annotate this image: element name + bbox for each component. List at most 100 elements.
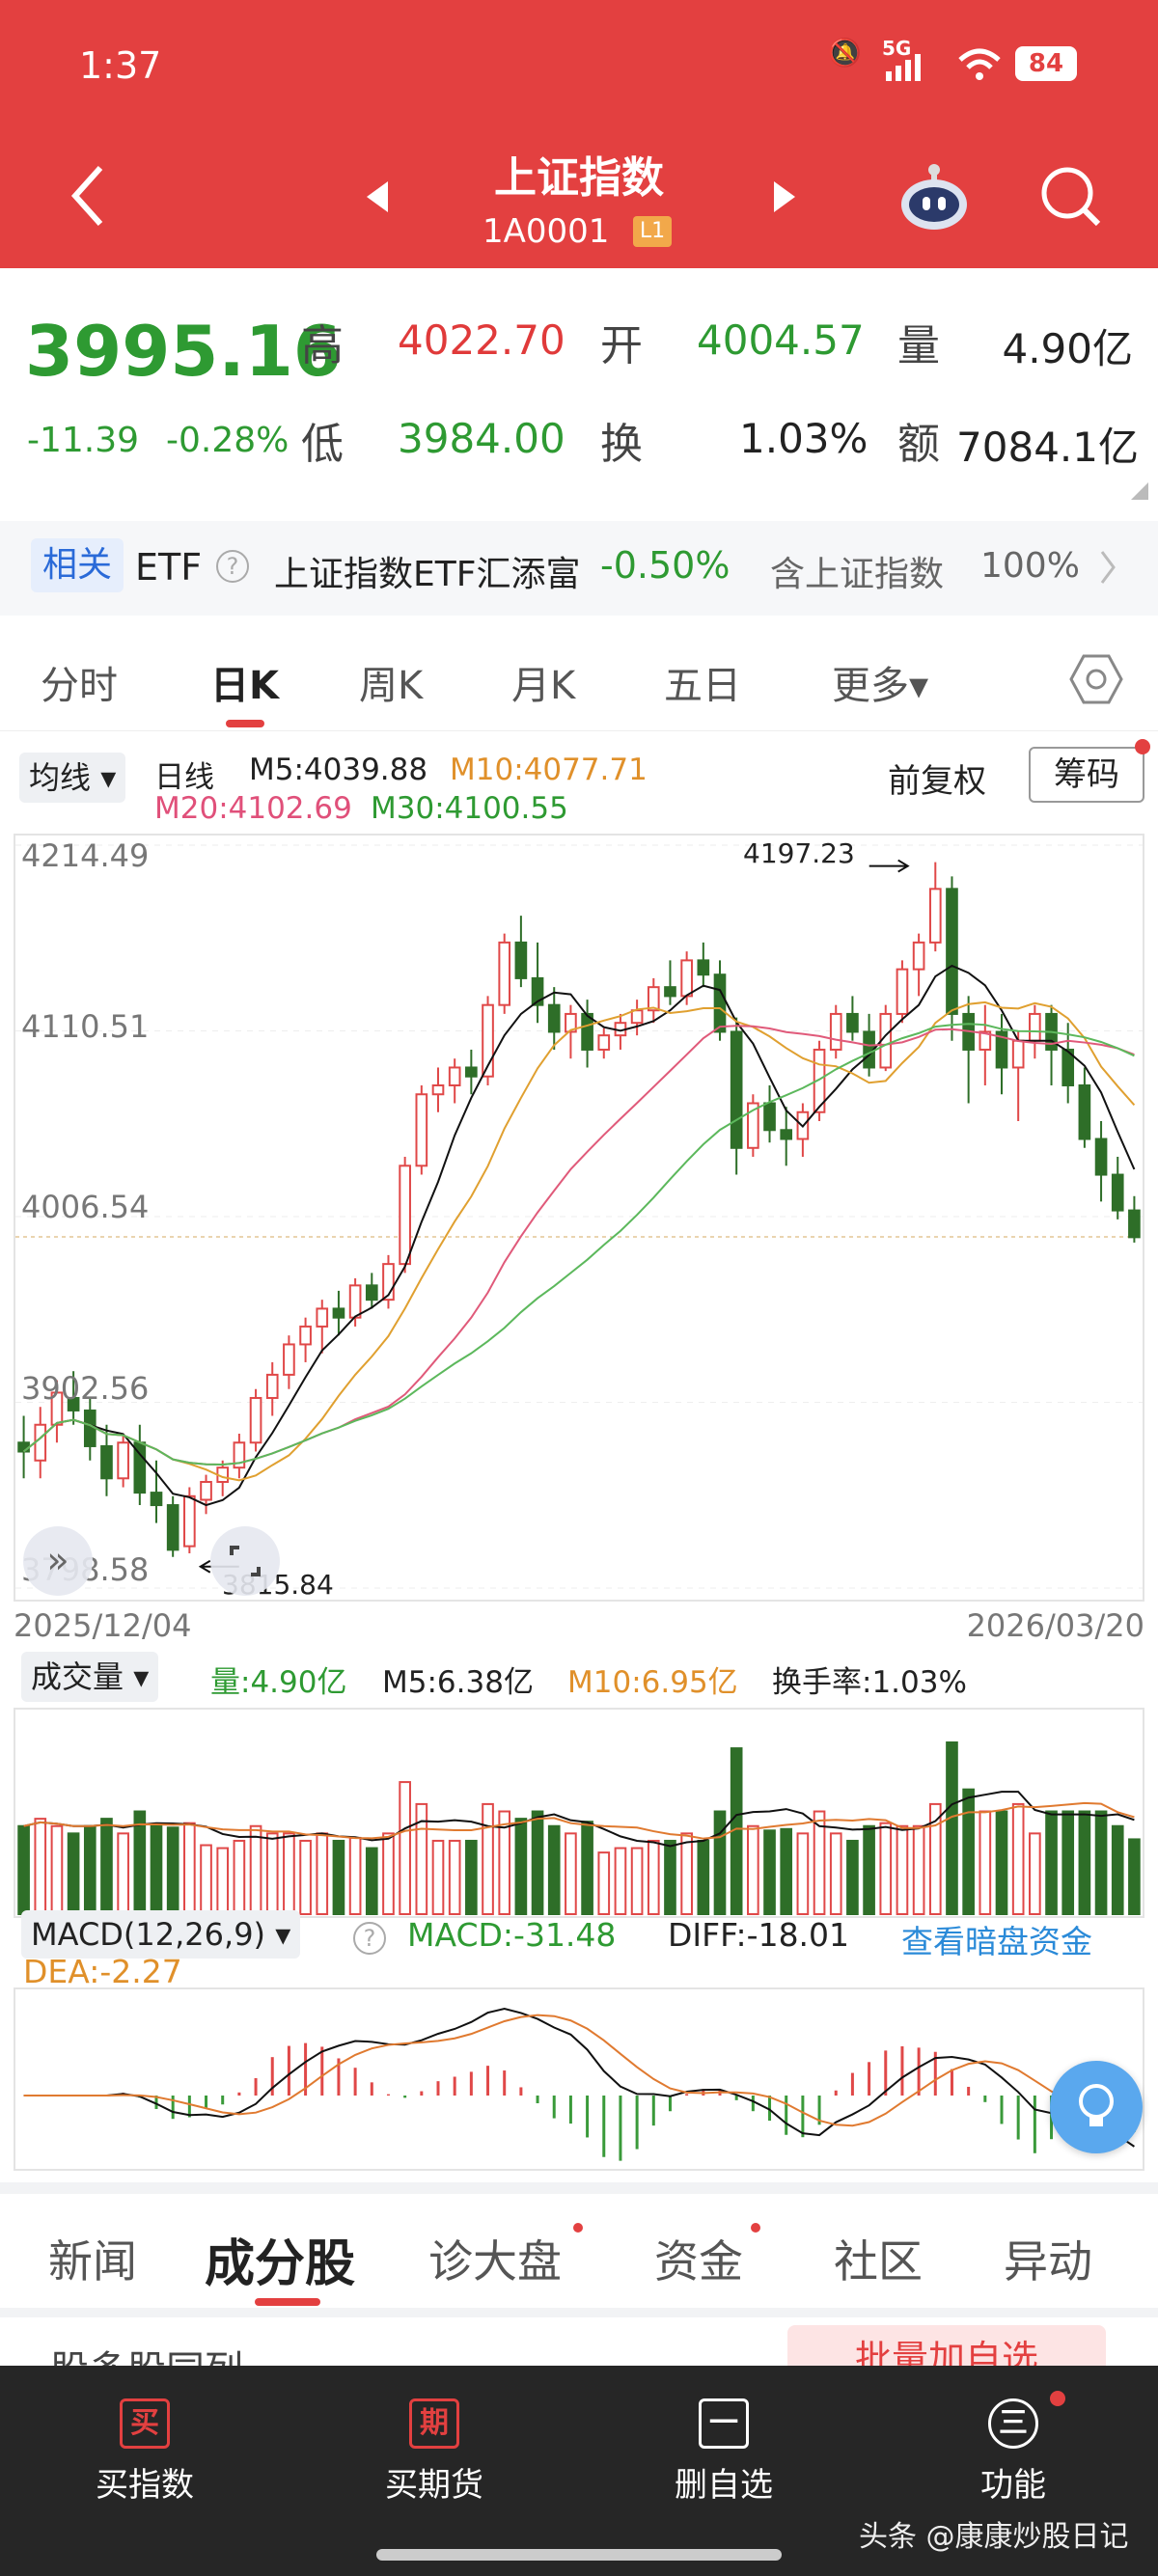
nav-label: 功能 xyxy=(980,2466,1046,2505)
multi-column-label[interactable]: 股多股同列 xyxy=(50,2339,243,2366)
tab-weekly-k[interactable]: 周K xyxy=(359,664,424,708)
date-end: 2026/03/20 xyxy=(966,1607,1144,1644)
volume-bar xyxy=(896,1824,909,1915)
candle-body xyxy=(249,1396,262,1444)
volume-bar xyxy=(780,1827,793,1915)
active-tab-indicator xyxy=(226,720,264,727)
tab-constituents[interactable]: 成分股 xyxy=(205,2235,356,2293)
tab-news[interactable]: 新闻 xyxy=(48,2235,137,2288)
volume-bar xyxy=(133,1810,147,1915)
fullscreen-icon[interactable] xyxy=(210,1526,280,1596)
volume-bar xyxy=(1029,1832,1041,1915)
volume-bar xyxy=(265,1832,279,1915)
macd-title: MACD(12,26,9) xyxy=(31,1916,266,1953)
candle-body xyxy=(846,1012,859,1033)
volume-bar xyxy=(1011,1802,1025,1915)
menu-icon: 三 xyxy=(988,2398,1038,2449)
nav-buy-index[interactable]: 买买指数 xyxy=(48,2398,241,2506)
tab-more[interactable]: 更多▾ xyxy=(832,664,929,708)
turnover-rate: 换手率:1.03% xyxy=(772,1658,967,1701)
candle-body xyxy=(531,976,544,1006)
candle-body xyxy=(1062,1048,1075,1086)
home-indicator xyxy=(376,2549,782,2561)
volume-bar xyxy=(415,1802,428,1915)
ma30-label: M30:4100.55 xyxy=(371,791,568,826)
tab-five-day[interactable]: 五日 xyxy=(664,664,741,708)
nav-remove-watchlist[interactable]: 一删自选 xyxy=(627,2398,820,2506)
volume-bar xyxy=(382,1832,395,1915)
tab-daily-k[interactable]: 日K xyxy=(210,664,279,708)
candle-body xyxy=(34,1423,47,1462)
volume-bar xyxy=(697,1839,710,1916)
adjust-label[interactable]: 前复权 xyxy=(888,762,986,801)
volume-bar xyxy=(581,1821,593,1915)
candle-body xyxy=(67,1396,80,1411)
volume-indicator-select[interactable]: 成交量 ▾ xyxy=(21,1652,159,1702)
macd-indicator-select[interactable]: MACD(12,26,9) ▾ xyxy=(21,1910,301,1959)
tab-community[interactable]: 社区 xyxy=(834,2235,923,2288)
volume-bar xyxy=(249,1824,262,1915)
volume-bar xyxy=(166,1826,179,1915)
amount-label: 额 xyxy=(897,420,940,469)
volume-bar xyxy=(514,1818,528,1915)
candle-body xyxy=(514,941,528,979)
volume-bar xyxy=(117,1832,129,1915)
watermark: 头条 @康康炒股日记 xyxy=(859,2520,1129,2554)
volume-bar xyxy=(283,1832,295,1915)
volume-bar xyxy=(713,1810,727,1915)
turnover-rate-text: 换手率:1.03% xyxy=(772,1665,967,1700)
macd-diff: DIFF:-18.01 xyxy=(668,1916,850,1954)
volume-bar xyxy=(1111,1824,1124,1915)
volume-bar xyxy=(431,1839,445,1916)
tab-anomaly[interactable]: 异动 xyxy=(1004,2235,1092,2288)
volume-bar xyxy=(498,1810,511,1915)
ma5-label: M5:4039.88 xyxy=(249,753,428,787)
nav-buy-futures[interactable]: 期买期货 xyxy=(338,2398,531,2506)
volume-bar xyxy=(316,1832,329,1915)
candle-body xyxy=(83,1409,96,1447)
tab-monthly-k[interactable]: 月K xyxy=(511,664,576,708)
tab-diagnosis[interactable]: 诊大盘 xyxy=(428,2235,562,2288)
diff-line xyxy=(23,2007,1135,2148)
tab-funds[interactable]: 资金 xyxy=(654,2235,743,2288)
kline-chart-area: 均线 ▾ 日线 M5:4039.88 M10:4077.71 M20:4102.… xyxy=(0,733,1158,2171)
candle-body xyxy=(150,1492,163,1507)
tab-fenshi[interactable]: 分时 xyxy=(41,664,118,708)
volume-bar xyxy=(1094,1810,1108,1915)
ma20-label: M20:4102.69 xyxy=(154,791,352,826)
dark-pool-link[interactable]: 查看暗盘资金 xyxy=(901,1923,1092,1960)
robot-assistant-icon[interactable] xyxy=(897,160,971,233)
etf-holding-label: 含上证指数 xyxy=(770,555,945,594)
expand-corner-icon[interactable] xyxy=(1131,482,1148,500)
volume-bar xyxy=(879,1822,893,1915)
macd-plot-frame xyxy=(14,1987,1144,2171)
candle-body xyxy=(1111,1173,1124,1212)
ma10-line xyxy=(22,1000,1136,1482)
indicator-select[interactable]: 均线 ▾ xyxy=(19,753,126,803)
batch-add-button[interactable]: 批量加自选 xyxy=(787,2325,1106,2366)
candle-body xyxy=(465,1066,478,1078)
settings-icon[interactable] xyxy=(1069,652,1123,706)
search-icon[interactable] xyxy=(1040,166,1104,230)
nav-functions[interactable]: 三功能 xyxy=(917,2398,1110,2506)
bottom-nav: 买买指数 期买期货 一删自选 三功能 头条 @康康炒股日记 xyxy=(0,2366,1158,2576)
candle-body xyxy=(946,888,958,1015)
related-etf-bar[interactable]: 相关 ETF ? 上证指数ETF汇添富 -0.50% 含上证指数 100% xyxy=(0,521,1158,616)
volume-bar xyxy=(547,1824,561,1915)
volume-m10: M10:6.95亿 xyxy=(567,1665,738,1700)
macd-help-icon[interactable]: ? xyxy=(353,1922,386,1955)
volume-bar xyxy=(863,1824,875,1915)
prev-stock-icon[interactable] xyxy=(363,179,392,214)
dea-line xyxy=(23,2014,1135,2129)
chip-button[interactable]: 筹码 xyxy=(1029,747,1144,803)
forward-icon[interactable]: » xyxy=(23,1526,93,1596)
info-tab-indicator xyxy=(255,2298,320,2306)
back-icon[interactable] xyxy=(68,162,106,230)
lightbulb-icon[interactable] xyxy=(1050,2061,1143,2153)
volume-bar xyxy=(17,1824,30,1915)
next-stock-icon[interactable] xyxy=(770,179,799,214)
help-icon[interactable]: ? xyxy=(216,550,249,583)
volume-bar xyxy=(34,1818,47,1915)
volume-bar xyxy=(348,1836,362,1915)
candle-body xyxy=(780,1129,793,1140)
